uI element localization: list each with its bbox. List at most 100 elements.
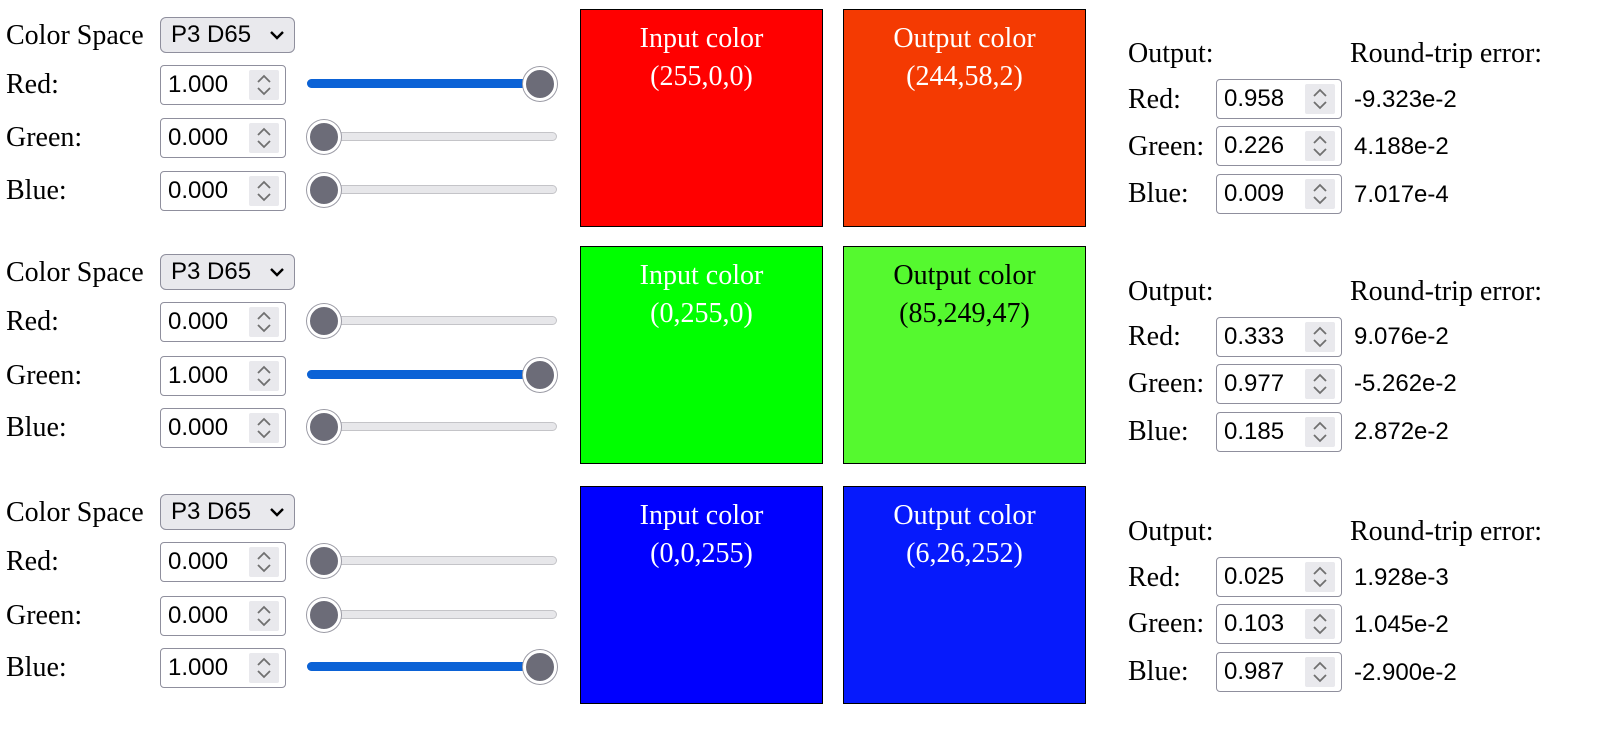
- red-slider[interactable]: [307, 304, 557, 338]
- spinner-icon[interactable]: [1305, 322, 1335, 352]
- slider-track: [307, 185, 557, 194]
- round-trip-error-header: Round-trip error:: [1350, 38, 1543, 69]
- red-slider[interactable]: [307, 544, 557, 578]
- spinner-icon[interactable]: [1305, 179, 1335, 209]
- slider-thumb[interactable]: [523, 358, 557, 392]
- color-space-select[interactable]: P3 D65: [160, 494, 295, 530]
- output-blue-field[interactable]: 0.185: [1216, 412, 1342, 452]
- output-green-value: 0.103: [1224, 610, 1285, 637]
- red-label: Red:: [6, 546, 59, 577]
- color-space-label: Color Space: [6, 497, 144, 528]
- spinner-icon[interactable]: [249, 601, 279, 631]
- output-red-label: Red:: [1128, 321, 1181, 352]
- green-input[interactable]: 0.000: [160, 118, 286, 158]
- chevron-down-icon: [270, 31, 284, 40]
- spinner-icon[interactable]: [1305, 562, 1335, 592]
- green-label: Green:: [6, 360, 83, 391]
- output-red-label: Red:: [1128, 562, 1181, 593]
- green-error-value: -5.262e-2: [1354, 370, 1457, 397]
- slider-thumb[interactable]: [523, 67, 557, 101]
- green-input-value: 0.000: [168, 602, 229, 629]
- output-red-field[interactable]: 0.958: [1216, 79, 1342, 119]
- output-blue-field[interactable]: 0.987: [1216, 652, 1342, 692]
- slider-track: [307, 132, 557, 141]
- output-red-label: Red:: [1128, 84, 1181, 115]
- spinner-icon[interactable]: [249, 361, 279, 391]
- input-color-rgb: (0,255,0): [650, 298, 753, 329]
- red-input-value: 1.000: [168, 71, 229, 98]
- output-blue-label: Blue:: [1128, 416, 1189, 447]
- blue-input[interactable]: 1.000: [160, 648, 286, 688]
- input-color-title: Input color: [639, 260, 764, 291]
- spinner-icon[interactable]: [249, 70, 279, 100]
- spinner-icon[interactable]: [249, 653, 279, 683]
- blue-slider[interactable]: [307, 650, 557, 684]
- green-slider[interactable]: [307, 120, 557, 154]
- output-header: Output:: [1128, 38, 1214, 69]
- output-red-value: 0.958: [1224, 85, 1285, 112]
- spinner-icon[interactable]: [249, 413, 279, 443]
- output-blue-field[interactable]: 0.009: [1216, 174, 1342, 214]
- color-space-select[interactable]: P3 D65: [160, 17, 295, 53]
- output-color-title: Output color: [893, 23, 1036, 54]
- output-red-field[interactable]: 0.333: [1216, 317, 1342, 357]
- blue-input[interactable]: 0.000: [160, 171, 286, 211]
- input-color-swatch: Input color (255,0,0): [580, 9, 823, 227]
- spinner-icon[interactable]: [1305, 369, 1335, 399]
- output-blue-value: 0.987: [1224, 658, 1285, 685]
- slider-track: [307, 422, 557, 431]
- output-color-swatch: Output color (6,26,252): [843, 486, 1086, 704]
- spinner-icon[interactable]: [1305, 609, 1335, 639]
- red-slider[interactable]: [307, 67, 557, 101]
- red-input-value: 0.000: [168, 308, 229, 335]
- spinner-icon[interactable]: [1305, 84, 1335, 114]
- output-green-field[interactable]: 0.103: [1216, 604, 1342, 644]
- green-slider[interactable]: [307, 598, 557, 632]
- slider-thumb[interactable]: [307, 410, 341, 444]
- spinner-icon[interactable]: [249, 176, 279, 206]
- green-label: Green:: [6, 122, 83, 153]
- input-color-rgb: (0,0,255): [650, 538, 753, 569]
- output-green-field[interactable]: 0.226: [1216, 126, 1342, 166]
- output-green-label: Green:: [1128, 608, 1205, 639]
- slider-thumb[interactable]: [307, 120, 341, 154]
- red-error-value: 1.928e-3: [1354, 564, 1449, 591]
- blue-input[interactable]: 0.000: [160, 408, 286, 448]
- output-blue-label: Blue:: [1128, 178, 1189, 209]
- red-input-value: 0.000: [168, 548, 229, 575]
- output-color-title: Output color: [893, 260, 1036, 291]
- slider-fill: [307, 662, 540, 671]
- spinner-icon[interactable]: [1305, 417, 1335, 447]
- output-color-swatch: Output color (244,58,2): [843, 9, 1086, 227]
- output-red-field[interactable]: 0.025: [1216, 557, 1342, 597]
- blue-error-value: 7.017e-4: [1354, 181, 1449, 208]
- chevron-down-icon: [270, 508, 284, 517]
- spinner-icon[interactable]: [249, 307, 279, 337]
- red-input[interactable]: 0.000: [160, 302, 286, 342]
- spinner-icon[interactable]: [1305, 131, 1335, 161]
- slider-thumb[interactable]: [307, 544, 341, 578]
- green-input[interactable]: 0.000: [160, 596, 286, 636]
- color-space-select[interactable]: P3 D65: [160, 254, 295, 290]
- output-green-field[interactable]: 0.977: [1216, 364, 1342, 404]
- blue-slider[interactable]: [307, 410, 557, 444]
- red-label: Red:: [6, 306, 59, 337]
- slider-thumb[interactable]: [523, 650, 557, 684]
- green-input[interactable]: 1.000: [160, 356, 286, 396]
- spinner-icon[interactable]: [249, 123, 279, 153]
- red-input[interactable]: 0.000: [160, 542, 286, 582]
- slider-thumb[interactable]: [307, 173, 341, 207]
- green-input-value: 1.000: [168, 362, 229, 389]
- output-color-rgb: (244,58,2): [906, 61, 1023, 92]
- output-color-swatch: Output color (85,249,47): [843, 246, 1086, 464]
- output-blue-value: 0.009: [1224, 180, 1285, 207]
- spinner-icon[interactable]: [249, 547, 279, 577]
- red-input[interactable]: 1.000: [160, 65, 286, 105]
- blue-slider[interactable]: [307, 173, 557, 207]
- chevron-down-icon: [270, 268, 284, 277]
- spinner-icon[interactable]: [1305, 657, 1335, 687]
- blue-input-value: 0.000: [168, 414, 229, 441]
- slider-thumb[interactable]: [307, 598, 341, 632]
- green-slider[interactable]: [307, 358, 557, 392]
- slider-thumb[interactable]: [307, 304, 341, 338]
